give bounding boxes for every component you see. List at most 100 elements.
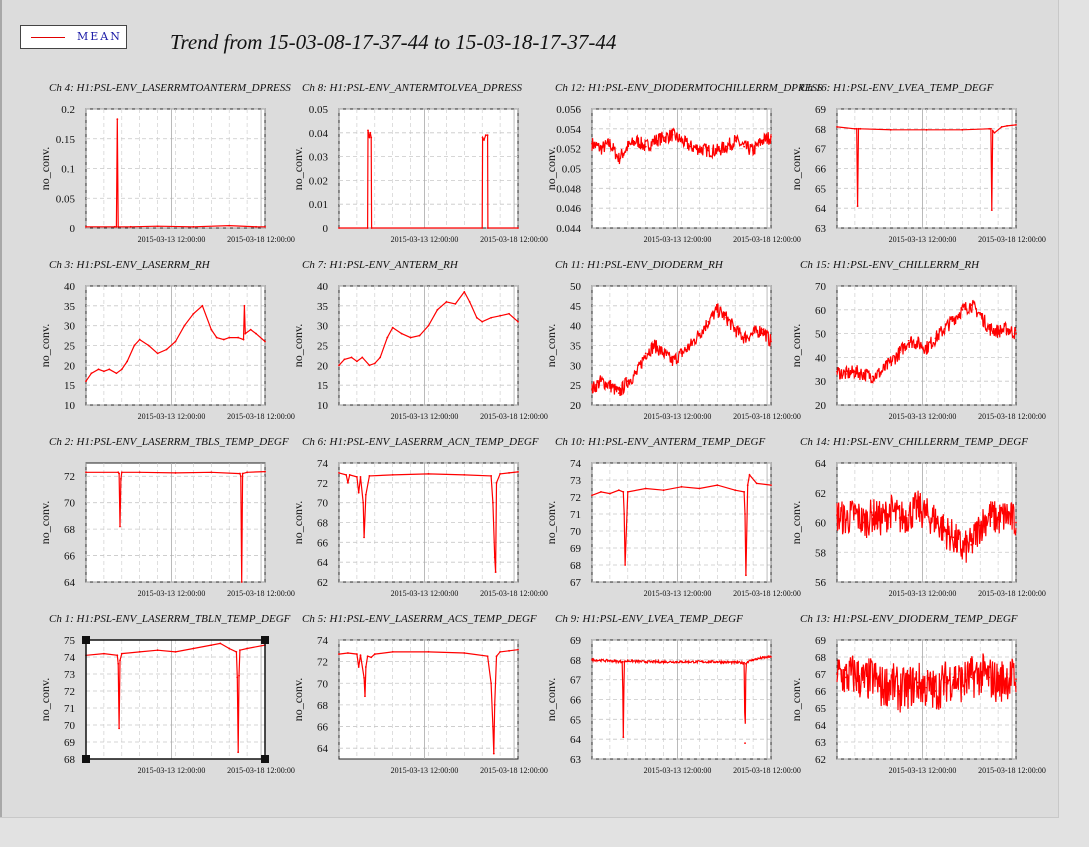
data-point (359, 475, 362, 478)
data-point (952, 318, 955, 321)
data-point (934, 337, 937, 340)
data-point (952, 536, 955, 539)
y-tick-label: 0.01 (309, 199, 328, 211)
data-point (979, 673, 982, 675)
data-point (117, 471, 120, 474)
data-point (979, 313, 982, 316)
data-point (745, 662, 747, 665)
data-point (880, 370, 883, 373)
data-point (192, 647, 195, 650)
data-point (635, 139, 638, 142)
data-point (862, 521, 865, 524)
x-tick-label: 2015-03-13 12:00:00 (138, 235, 206, 244)
x-tick-label: 2015-03-18 12:00:00 (480, 412, 548, 421)
y-tick-label: 72 (64, 471, 75, 483)
data-point (880, 518, 883, 521)
x-tick-label: 2015-03-13 12:00:00 (391, 412, 459, 421)
data-point (138, 651, 141, 653)
data-point (255, 225, 257, 228)
data-point (889, 361, 892, 364)
y-tick-label: 74 (317, 458, 329, 470)
data-point (854, 673, 856, 675)
data-point (165, 348, 168, 351)
chart-panel-5: Ch 3: H1:PSL-ENV_LASERRM_RH 10 15 20 25 30 35 4… (38, 259, 295, 421)
data-point (343, 358, 346, 361)
data-point (241, 472, 244, 475)
data-point (418, 334, 421, 337)
data-point (486, 655, 489, 658)
x-tick-label: 2015-03-18 12:00:00 (978, 589, 1046, 598)
data-point (889, 509, 892, 512)
data-point (357, 666, 360, 668)
data-point (436, 308, 439, 311)
y-tick-label: 67 (570, 577, 582, 589)
data-point (400, 332, 403, 335)
data-point (240, 581, 243, 583)
y-tick-label: 68 (317, 700, 329, 712)
y-tick-label: 62 (317, 577, 328, 589)
data-point (1015, 123, 1017, 126)
y-tick-label: 25 (64, 341, 76, 353)
data-point (517, 227, 519, 229)
y-tick-label: 68 (570, 655, 582, 667)
data-point (364, 695, 366, 698)
data-point (363, 536, 365, 539)
x-tick-label: 2015-03-18 12:00:00 (480, 766, 548, 775)
data-point (745, 574, 747, 577)
data-point (264, 340, 266, 343)
chart-title: Ch 12: H1:PSL-ENV_DIODERMTOCHILLERRM_DPR… (555, 82, 823, 94)
chart-title: Ch 3: H1:PSL-ENV_LASERRM_RH (49, 259, 211, 271)
y-tick-label: 68 (815, 124, 827, 136)
data-point (943, 681, 946, 684)
data-point (120, 471, 123, 474)
y-tick-label: 66 (64, 551, 76, 563)
data-point (845, 676, 847, 679)
data-point (1015, 678, 1017, 680)
data-point (761, 139, 763, 142)
data-point (623, 513, 626, 515)
x-tick-label: 2015-03-13 12:00:00 (889, 235, 957, 244)
y-tick-label: 40 (815, 352, 827, 364)
frame-edge (0, 0, 2, 817)
x-tick-label: 2015-03-18 12:00:00 (978, 235, 1046, 244)
chart-panel-16: Ch 13: H1:PSL-ENV_DIODERM_TEMP_DEGF 62 63 6… (789, 613, 1046, 775)
y-tick-label: 0.05 (309, 104, 329, 116)
x-tick-label: 2015-03-18 12:00:00 (227, 412, 295, 421)
x-tick-label: 2015-03-18 12:00:00 (733, 235, 801, 244)
data-point (621, 660, 624, 663)
y-tick-label: 0.1 (61, 164, 75, 176)
data-point (622, 736, 625, 739)
x-tick-label: 2015-03-13 12:00:00 (391, 235, 459, 244)
y-tick-label: 75 (64, 635, 76, 647)
data-point (116, 118, 119, 121)
data-point (997, 681, 999, 684)
data-point (517, 648, 519, 651)
y-axis-label: no_conv. (789, 147, 803, 191)
data-point (653, 344, 656, 347)
data-point (716, 149, 719, 152)
y-tick-label: 64 (815, 203, 827, 215)
data-point (889, 128, 892, 131)
data-point (108, 368, 111, 371)
data-point (725, 145, 728, 148)
data-point (249, 328, 252, 331)
x-tick-label: 2015-03-13 12:00:00 (644, 589, 712, 598)
y-tick-label: 70 (570, 526, 582, 538)
data-point (943, 529, 946, 531)
data-point (725, 316, 728, 319)
y-tick-label: 50 (815, 329, 827, 341)
data-point (698, 487, 701, 490)
y-tick-label: 66 (317, 537, 329, 549)
data-point (85, 380, 87, 383)
data-point (662, 489, 665, 492)
data-point (979, 524, 982, 527)
series-line (85, 304, 266, 382)
y-tick-label: 0.05 (56, 193, 76, 205)
data-point (748, 474, 751, 476)
y-tick-label: 0.052 (556, 144, 581, 156)
data-point (499, 651, 501, 653)
y-tick-label: 64 (815, 458, 827, 470)
y-tick-label: 25 (317, 341, 329, 353)
data-point (609, 384, 611, 387)
data-point (222, 338, 225, 341)
